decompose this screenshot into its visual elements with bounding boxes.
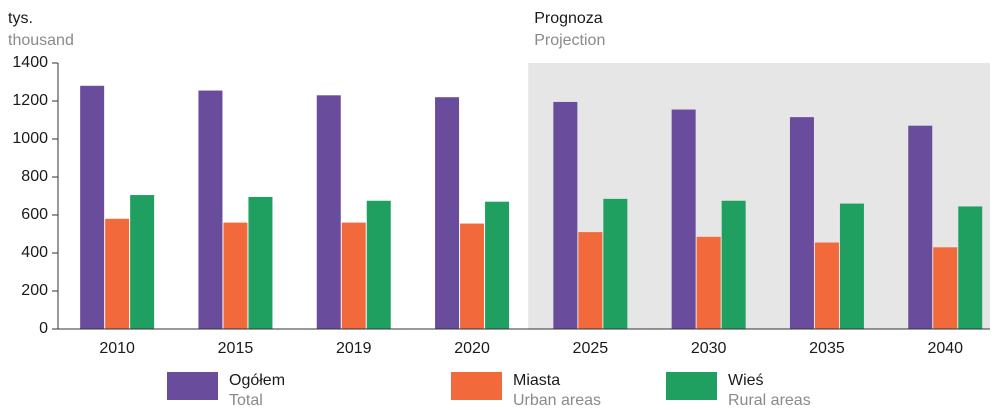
legend-swatch: [167, 372, 218, 400]
bar: [958, 206, 983, 329]
legend-swatch: [451, 372, 502, 400]
bar: [248, 196, 273, 329]
bar: [223, 222, 248, 329]
bar: [578, 232, 603, 329]
projection-label-en: Projection: [534, 32, 605, 49]
bar: [316, 95, 341, 329]
legend-label-en: Urban areas: [513, 392, 601, 409]
bar: [814, 242, 839, 329]
bar: [435, 97, 460, 329]
bar: [553, 101, 578, 329]
legend-label-en: Total: [229, 392, 263, 409]
legend-label: Wieś: [728, 372, 764, 389]
legend-label: Ogółem: [229, 372, 285, 389]
y-tick-label: 600: [21, 206, 48, 223]
y-tick-label: 800: [21, 168, 48, 185]
bar: [789, 117, 814, 330]
legend-label: Miasta: [513, 372, 560, 389]
bar: [460, 223, 485, 329]
x-tick-label: 2015: [218, 340, 254, 357]
bar: [839, 203, 864, 329]
bar: [366, 200, 391, 329]
bar: [908, 125, 933, 329]
bar: [933, 247, 958, 329]
bar: [485, 201, 510, 329]
legend-swatch: [666, 372, 717, 400]
x-tick-label: 2030: [691, 340, 727, 357]
bar: [80, 85, 105, 329]
y-tick-label: 1400: [12, 54, 48, 71]
x-tick-label: 2019: [336, 340, 372, 357]
bar: [696, 236, 721, 329]
bar: [341, 222, 366, 329]
y-tick-label: 0: [39, 320, 48, 337]
x-tick-label: 2040: [927, 340, 963, 357]
bar: [721, 200, 746, 329]
x-tick-label: 2010: [99, 340, 135, 357]
bar: [671, 109, 696, 329]
x-tick-label: 2020: [454, 340, 490, 357]
y-tick-label: 1200: [12, 92, 48, 109]
y-tick-label: 400: [21, 244, 48, 261]
bar: [130, 195, 155, 329]
x-tick-label: 2035: [809, 340, 845, 357]
bar: [105, 218, 130, 329]
legend-label-en: Rural areas: [728, 392, 811, 409]
bar: [198, 90, 223, 329]
projection-label: Prognoza: [534, 10, 603, 27]
y-tick-label: 1000: [12, 130, 48, 147]
x-tick-label: 2025: [573, 340, 609, 357]
unit-label-en: thousand: [8, 32, 74, 49]
bar: [603, 198, 628, 329]
unit-label: tys.: [8, 10, 33, 27]
y-tick-label: 200: [21, 282, 48, 299]
